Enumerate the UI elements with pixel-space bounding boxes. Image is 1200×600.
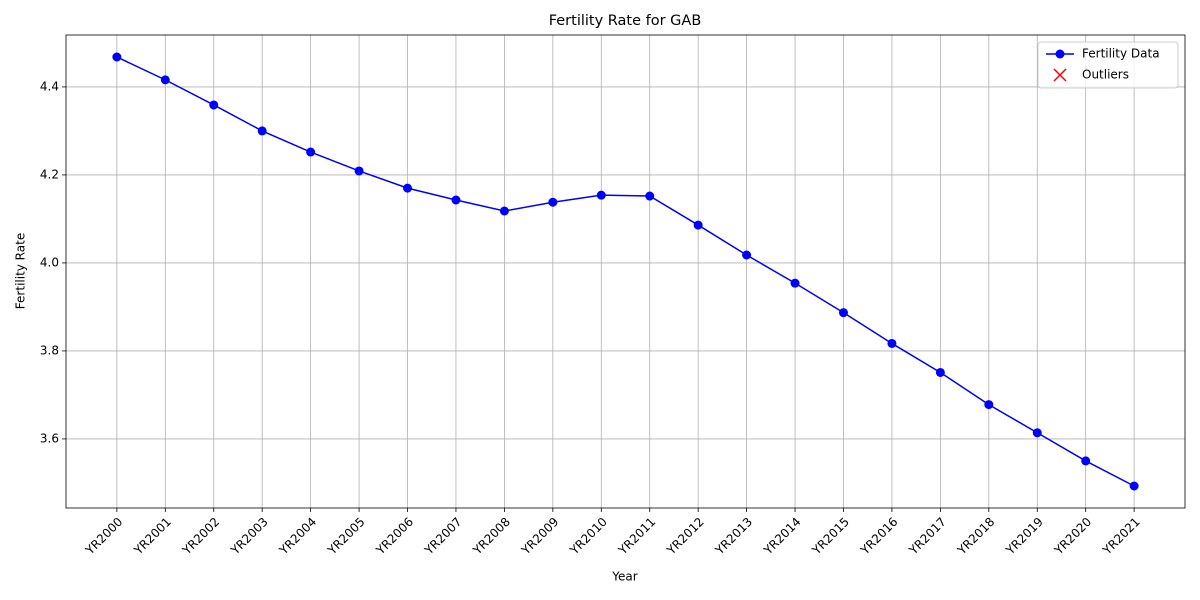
marker <box>354 166 364 176</box>
marker <box>499 206 509 216</box>
legend-label: Fertility Data <box>1082 47 1160 61</box>
marker <box>984 400 994 410</box>
y-tick-label: 4.0 <box>40 255 59 269</box>
y-tick-label: 3.6 <box>40 431 59 445</box>
marker <box>935 367 945 377</box>
series-line <box>116 56 1135 487</box>
legend-entry: Outliers <box>1053 68 1129 82</box>
marker <box>1055 49 1065 59</box>
marker <box>160 75 170 85</box>
marker <box>790 278 800 288</box>
marker <box>1053 68 1067 82</box>
marker <box>451 195 461 205</box>
marker <box>1129 481 1139 491</box>
marker-stroke <box>1053 68 1067 82</box>
marker <box>693 220 703 230</box>
y-tick-label: 4.4 <box>40 79 59 93</box>
marker <box>306 147 316 157</box>
marker <box>257 126 267 136</box>
marker <box>1032 428 1042 438</box>
marker <box>403 183 413 193</box>
marker <box>209 100 219 110</box>
marker <box>112 52 122 62</box>
marker <box>548 197 558 207</box>
legend-label: Outliers <box>1082 68 1129 82</box>
marker <box>596 190 606 200</box>
marker <box>742 250 752 260</box>
marker <box>887 338 897 348</box>
y-tick-label: 4.2 <box>40 167 59 181</box>
y-axis-label: Fertility Rate <box>14 233 28 309</box>
chart-title: Fertility Rate for GAB <box>549 13 702 29</box>
marker <box>1081 456 1091 466</box>
x-axis-label: Year <box>611 570 637 584</box>
plot-frame <box>65 34 1186 509</box>
marker <box>838 308 848 318</box>
y-tick-label: 3.8 <box>40 343 59 357</box>
legend-entry: Fertility Data <box>1046 47 1160 61</box>
marker <box>645 191 655 201</box>
